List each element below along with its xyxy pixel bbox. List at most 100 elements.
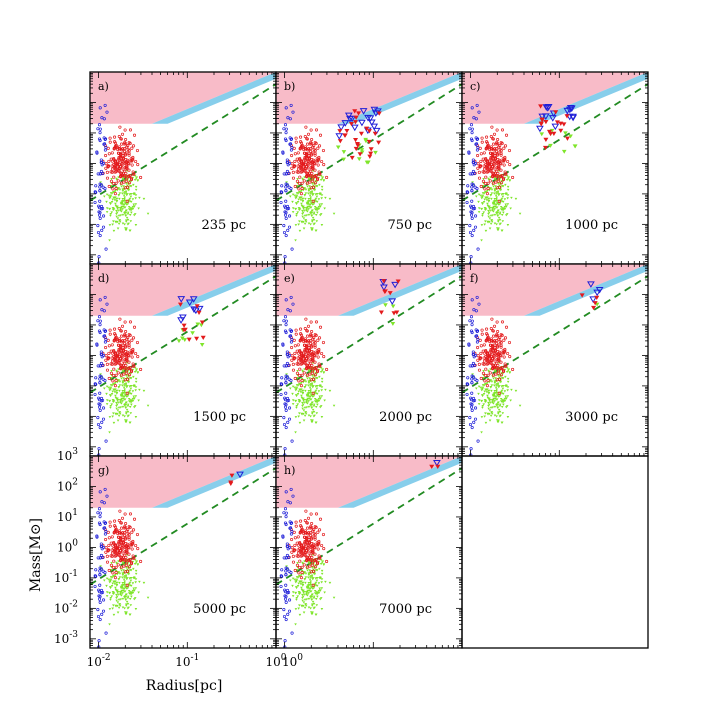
- pink-region: [90, 72, 276, 124]
- data-point-blue: [470, 138, 474, 143]
- data-point-green: [118, 192, 122, 195]
- data-point-green: [127, 381, 131, 384]
- data-point-green: [308, 377, 311, 380]
- cluster-triangle-blue: [548, 115, 557, 122]
- data-point-red: [310, 369, 315, 373]
- cluster-triangle-green: [549, 128, 555, 133]
- data-point-red: [315, 561, 319, 565]
- data-point-green: [107, 578, 111, 581]
- data-point-green: [121, 405, 125, 409]
- data-point-green: [296, 595, 300, 598]
- data-point-green: [314, 405, 318, 409]
- data-point-green: [298, 613, 302, 617]
- data-point-red: [120, 531, 124, 535]
- y-axis-label: Mass[M⊙]: [28, 518, 44, 592]
- data-point-green: [490, 197, 493, 201]
- data-point-red: [127, 537, 131, 541]
- data-point-green: [118, 412, 122, 415]
- data-point-green: [294, 207, 298, 211]
- data-point-green: [131, 589, 135, 593]
- data-point-red: [311, 391, 315, 395]
- data-point-green: [499, 206, 503, 209]
- data-point-green: [497, 209, 500, 212]
- data-point-green: [114, 394, 117, 398]
- data-point-green: [114, 586, 117, 590]
- data-point-red: [126, 339, 130, 343]
- data-point-green: [310, 576, 314, 579]
- data-point-green: [112, 207, 115, 210]
- data-point-green: [307, 384, 310, 387]
- data-point-red: [490, 125, 494, 129]
- data-point-green: [312, 595, 316, 598]
- blue-region: [152, 264, 276, 316]
- data-point-green: [115, 595, 119, 598]
- data-point-red: [108, 136, 112, 140]
- data-point-red: [299, 528, 304, 532]
- data-point-green: [508, 179, 512, 183]
- data-point-green: [125, 401, 128, 404]
- data-point-red: [325, 367, 329, 371]
- data-point-blue: [96, 422, 101, 427]
- data-point-green: [489, 386, 493, 389]
- data-point-green: [118, 384, 122, 387]
- data-point-blue: [473, 185, 477, 189]
- data-point-green: [485, 199, 489, 202]
- data-point-red: [313, 332, 317, 337]
- data-point-blue: [280, 376, 284, 380]
- data-point-green: [311, 209, 314, 212]
- data-point-green: [142, 389, 146, 393]
- data-point-green: [124, 214, 128, 218]
- data-point-green: [499, 222, 502, 225]
- data-point-green: [119, 591, 123, 594]
- data-point-red: [106, 548, 111, 552]
- data-point-blue: [98, 426, 102, 430]
- data-point-green: [129, 584, 133, 588]
- data-point-green: [332, 596, 336, 599]
- data-point-green: [300, 382, 303, 385]
- data-point-red: [507, 340, 512, 345]
- data-point-red: [488, 339, 492, 344]
- cluster-triangle-red: [579, 293, 585, 298]
- data-point-green: [128, 597, 132, 601]
- data-point-green: [99, 565, 102, 568]
- data-point-green: [497, 193, 501, 196]
- data-point-red: [484, 157, 488, 161]
- data-point-blue: [104, 145, 108, 149]
- data-point-green: [103, 579, 106, 582]
- data-point-red: [305, 328, 309, 333]
- data-point-blue: [286, 612, 290, 616]
- data-point-green: [488, 207, 491, 210]
- data-point-green: [132, 406, 136, 409]
- cluster-triangle-red: [367, 154, 373, 159]
- data-point-green: [307, 189, 311, 193]
- data-point-green: [488, 419, 492, 422]
- data-point-red: [132, 133, 137, 137]
- data-point-green: [309, 383, 313, 386]
- data-point-green: [318, 203, 322, 206]
- data-point-green: [123, 211, 127, 214]
- data-point-blue: [470, 377, 474, 381]
- data-point-green: [117, 606, 121, 609]
- data-point-red: [290, 546, 294, 550]
- data-point-green: [305, 394, 309, 397]
- data-point-green: [108, 399, 112, 403]
- data-point-red: [119, 136, 123, 141]
- data-point-green: [318, 384, 321, 388]
- data-point-green: [304, 412, 308, 415]
- data-point-green: [122, 194, 126, 197]
- data-point-red: [306, 142, 310, 146]
- data-point-blue: [470, 185, 474, 189]
- data-point-red: [109, 179, 113, 183]
- data-point-green: [121, 606, 125, 609]
- data-point-blue: [284, 377, 288, 381]
- data-point-blue: [93, 392, 97, 397]
- data-point-green: [112, 220, 115, 223]
- data-point-green: [110, 178, 113, 181]
- data-point-blue: [476, 337, 480, 341]
- data-point-green: [315, 185, 319, 188]
- data-point-green: [125, 408, 129, 412]
- data-point-red: [121, 352, 125, 356]
- data-point-blue: [468, 127, 472, 131]
- data-point-red: [113, 384, 117, 388]
- data-point-green: [311, 600, 315, 604]
